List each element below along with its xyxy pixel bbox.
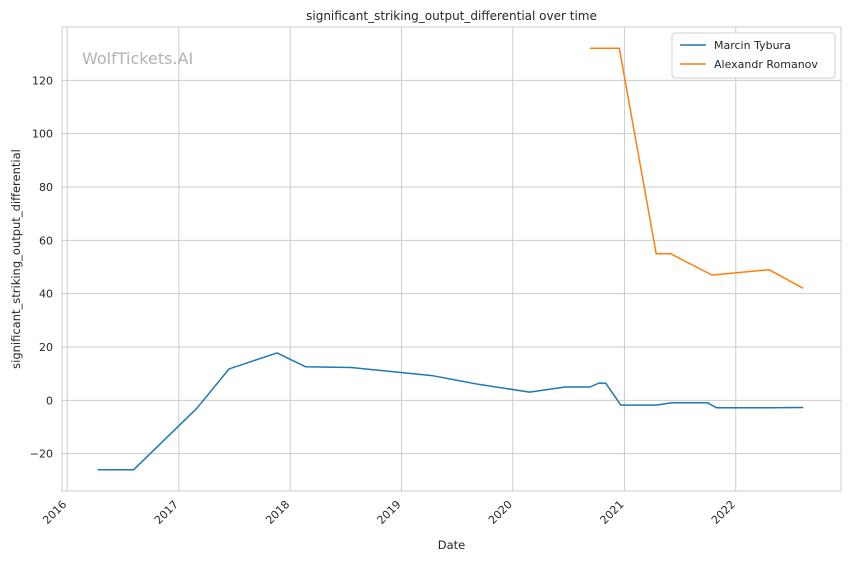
x-tick-label: 2019 [375,498,404,527]
y-tick-label: 60 [39,234,53,247]
legend-label-marcin-tybura: Marcin Tybura [714,39,791,52]
series-line-alexandr-romanov [590,47,804,289]
y-tick-label: 80 [39,181,53,194]
x-tick-label: 2021 [598,498,627,527]
legend: Marcin Tybura Alexandr Romanov [671,32,836,79]
y-tick-label: −20 [30,448,53,461]
x-tick-label: 2020 [486,498,515,527]
plot-frame [61,26,842,492]
watermark: WolfTickets.AI [82,49,193,68]
x-axis-title: Date [438,538,466,552]
x-tick-label: 2017 [152,498,181,527]
legend-label-alexandr-romanov: Alexandr Romanov [714,58,818,71]
y-axis-title: significant_striking_output_differential [9,149,23,369]
legend-box [671,32,836,79]
grid [62,27,841,491]
x-tick-label: 2018 [263,498,292,527]
series-group [97,47,804,471]
x-tick-labels: 2016 2017 2018 2019 2020 2021 2022 [40,498,738,527]
y-tick-label: 100 [32,128,53,141]
y-tick-label: 20 [39,341,53,354]
x-tick-label: 2022 [709,498,738,527]
chart-title: significant_striking_output_differential… [306,9,597,23]
y-tick-label: 40 [39,288,53,301]
x-tick-label: 2016 [40,498,69,527]
y-tick-labels: −20 0 20 40 60 80 100 120 [30,74,53,460]
y-tick-label: 0 [46,394,53,407]
series-line-marcin-tybura [97,352,804,471]
y-tick-label: 120 [32,74,53,87]
